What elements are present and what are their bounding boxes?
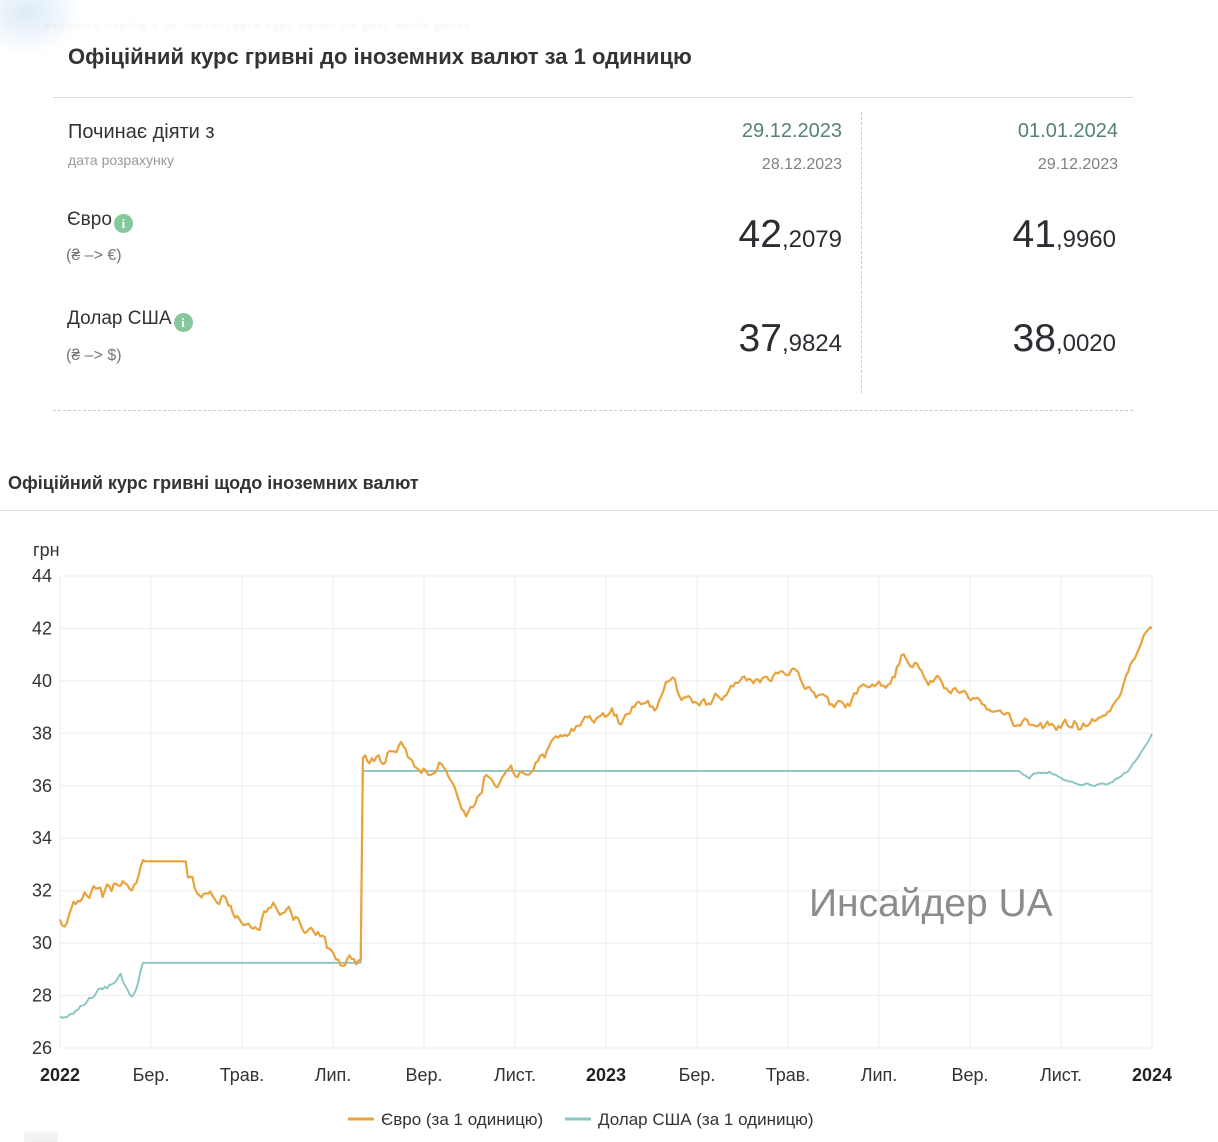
svg-text:Вер.: Вер. xyxy=(405,1065,442,1085)
svg-text:Трав.: Трав. xyxy=(766,1065,811,1085)
svg-text:44: 44 xyxy=(32,566,52,586)
svg-text:Лист.: Лист. xyxy=(494,1065,536,1085)
svg-text:32: 32 xyxy=(32,881,52,901)
svg-text:2022: 2022 xyxy=(40,1065,80,1085)
svg-text:28: 28 xyxy=(32,986,52,1006)
svg-text:Лип.: Лип. xyxy=(861,1065,898,1085)
svg-text:Вер.: Вер. xyxy=(951,1065,988,1085)
svg-text:Бер.: Бер. xyxy=(133,1065,170,1085)
svg-text:38: 38 xyxy=(32,723,52,743)
svg-text:30: 30 xyxy=(32,933,52,953)
svg-text:Лист.: Лист. xyxy=(1040,1065,1082,1085)
svg-text:40: 40 xyxy=(32,671,52,691)
svg-text:34: 34 xyxy=(32,828,52,848)
svg-text:Лип.: Лип. xyxy=(315,1065,352,1085)
svg-text:Инсайдер UA: Инсайдер UA xyxy=(809,882,1053,925)
svg-text:грн: грн xyxy=(33,540,60,560)
svg-text:42: 42 xyxy=(32,618,52,638)
svg-text:2024: 2024 xyxy=(1132,1065,1172,1085)
svg-text:36: 36 xyxy=(32,776,52,796)
svg-text:Долар США (за 1 одиницю): Долар США (за 1 одиницю) xyxy=(598,1110,814,1129)
svg-text:Бер.: Бер. xyxy=(679,1065,716,1085)
svg-text:Євро (за 1 одиницю): Євро (за 1 одиницю) xyxy=(381,1110,543,1129)
svg-text:2023: 2023 xyxy=(586,1065,626,1085)
svg-text:26: 26 xyxy=(32,1038,52,1058)
svg-text:Трав.: Трав. xyxy=(220,1065,265,1085)
